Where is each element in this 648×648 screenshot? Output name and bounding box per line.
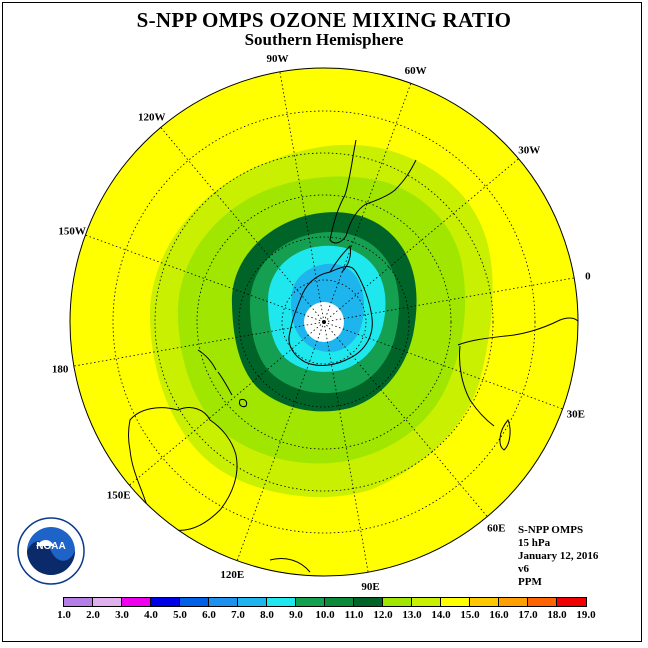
color-scale-ticks: 1.0 2.0 3.0 4.0 5.0 6.0 7.0 8.0 9.0 10.0 11.0 12.0 1… xyxy=(0,609,648,623)
color-scale-swatch xyxy=(441,598,470,606)
south-pole-marker xyxy=(322,320,326,324)
color-scale-tick: 8.0 xyxy=(260,609,274,621)
svg-text:NOAA: NOAA xyxy=(36,541,65,552)
info-instrument: S-NPP OMPS xyxy=(518,524,584,536)
color-scale-tick: 4.0 xyxy=(144,609,158,621)
color-scale-bar xyxy=(63,597,587,607)
longitude-label: 90E xyxy=(361,581,379,593)
color-scale-swatch xyxy=(412,598,441,606)
color-scale-tick: 15.0 xyxy=(460,609,480,621)
color-scale-swatch xyxy=(354,598,383,606)
color-scale-swatch xyxy=(528,598,557,606)
info-version: v6 xyxy=(518,563,529,575)
latitude-circles xyxy=(112,110,536,534)
color-scale-tick: 19.0 xyxy=(576,609,596,621)
color-scale-swatch xyxy=(93,598,122,606)
color-scale-tick: 18.0 xyxy=(547,609,567,621)
color-scale-swatch xyxy=(470,598,499,606)
color-scale-swatch xyxy=(209,598,238,606)
longitude-label: 60E xyxy=(487,522,505,534)
color-scale-tick: 3.0 xyxy=(115,609,129,621)
color-scale-swatch xyxy=(180,598,209,606)
longitude-label: 150W xyxy=(58,225,86,237)
longitude-label: 90W xyxy=(266,53,288,65)
map-title: S-NPP OMPS OZONE MIXING RATIO xyxy=(136,8,512,32)
color-scale-swatch xyxy=(499,598,528,606)
color-scale-swatch xyxy=(325,598,354,606)
info-level: 15 hPa xyxy=(518,537,551,549)
color-scale-swatch xyxy=(557,598,586,606)
color-scale-swatch xyxy=(122,598,151,606)
color-scale-tick: 17.0 xyxy=(518,609,538,621)
map-border xyxy=(69,67,579,577)
color-scale-swatch xyxy=(267,598,296,606)
color-scale-tick: 13.0 xyxy=(402,609,422,621)
color-scale-tick: 14.0 xyxy=(431,609,451,621)
longitude-label: 0 xyxy=(585,270,591,282)
color-scale-swatch xyxy=(64,598,93,606)
color-scale-tick: 5.0 xyxy=(173,609,187,621)
color-scale-swatch xyxy=(238,598,267,606)
color-scale-tick: 12.0 xyxy=(373,609,393,621)
longitude-label: 60W xyxy=(405,65,427,77)
longitude-label: 30E xyxy=(567,409,585,421)
longitude-labels: 0 30E 60E 90E 120E 150E 180 150W 120W 90W 60W 30W xyxy=(52,53,591,593)
color-scale-swatch xyxy=(383,598,412,606)
color-scale-tick: 1.0 xyxy=(57,609,71,621)
longitude-label: 150E xyxy=(107,489,131,501)
color-scale-tick: 11.0 xyxy=(344,609,364,621)
map-subtitle: Southern Hemisphere xyxy=(244,30,404,49)
color-scale-tick: 9.0 xyxy=(289,609,303,621)
color-scale-tick: 16.0 xyxy=(489,609,509,621)
longitude-label: 180 xyxy=(52,364,69,376)
color-scale-swatch xyxy=(151,598,180,606)
longitude-label: 30W xyxy=(518,145,540,157)
color-scale-tick: 6.0 xyxy=(202,609,216,621)
longitude-label: 120E xyxy=(220,569,244,581)
noaa-logo: NOAA xyxy=(17,517,85,585)
map-frame xyxy=(2,2,642,642)
info-date: January 12, 2016 xyxy=(518,550,599,562)
longitude-label: 120W xyxy=(138,112,166,124)
color-scale-tick: 7.0 xyxy=(231,609,245,621)
color-scale-tick: 10.0 xyxy=(315,609,335,621)
info-units: PPM xyxy=(518,576,542,588)
color-scale-tick: 2.0 xyxy=(86,609,100,621)
color-scale-swatch xyxy=(296,598,325,606)
